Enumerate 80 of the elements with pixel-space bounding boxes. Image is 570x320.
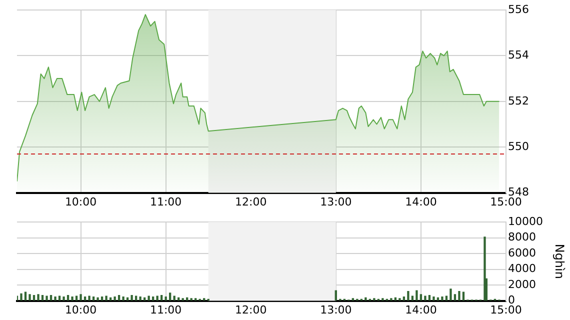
bar	[458, 291, 460, 301]
bar	[402, 296, 406, 301]
bar	[84, 296, 86, 301]
x-tick-label: 14:00	[405, 195, 437, 208]
bar	[373, 298, 376, 301]
x-tick-label: 15:00	[490, 303, 522, 316]
bar	[445, 296, 448, 301]
bar	[164, 296, 167, 301]
bar	[160, 294, 163, 301]
bar	[58, 296, 61, 301]
bar	[28, 294, 31, 301]
bar	[46, 296, 48, 301]
bar	[66, 294, 70, 301]
bar	[105, 296, 108, 301]
bar	[50, 294, 52, 301]
x-tick-label: 12:00	[235, 195, 267, 208]
y-tick-label: 8000	[508, 230, 536, 244]
x-tick-label: 11:00	[150, 195, 182, 208]
bar	[428, 294, 431, 301]
bar	[441, 296, 444, 301]
bar	[100, 296, 104, 301]
bar	[130, 294, 133, 301]
bar	[407, 291, 410, 301]
bar	[80, 294, 82, 301]
bar	[450, 288, 452, 301]
x-tick-label: 13:00	[320, 195, 352, 208]
y-axis-title: Nghìn	[552, 244, 567, 279]
bar	[169, 292, 172, 301]
bar	[32, 294, 36, 301]
y-tick-label: 6000	[508, 246, 536, 260]
y-tick-label: 554	[508, 48, 529, 62]
bar	[432, 296, 435, 301]
bar	[148, 296, 150, 301]
bar	[37, 294, 40, 301]
y-tick-label: 2000	[508, 278, 536, 291]
bar	[122, 296, 124, 301]
bar	[41, 294, 44, 301]
bar	[390, 298, 392, 301]
bar	[194, 298, 197, 301]
bar	[156, 296, 158, 301]
bar	[411, 296, 414, 301]
y-tick-label: 10000	[508, 214, 543, 228]
bar	[96, 297, 99, 301]
bar	[75, 296, 78, 301]
y-tick-label: 556	[508, 2, 529, 16]
y-tick-label: 4000	[508, 262, 536, 276]
bar	[484, 236, 486, 301]
bar	[382, 298, 384, 301]
bar	[71, 296, 74, 301]
bar	[364, 297, 367, 301]
x-tick-label: 13:00	[320, 303, 352, 316]
bar	[134, 296, 138, 301]
bar	[416, 290, 418, 301]
bar	[190, 298, 192, 301]
bar	[173, 296, 176, 301]
bar	[114, 296, 116, 301]
bar	[139, 296, 142, 301]
bar	[420, 294, 422, 301]
bar	[334, 290, 337, 301]
bar	[352, 298, 354, 301]
x-tick-label: 12:00	[235, 303, 267, 316]
bar	[398, 298, 401, 301]
bar	[54, 296, 56, 301]
bar	[182, 298, 184, 301]
y-tick-label: 550	[508, 140, 529, 153]
x-tick-label: 15:00	[490, 195, 522, 208]
bar	[20, 293, 22, 301]
x-tick-label: 11:00	[150, 303, 182, 316]
x-tick-label: 10:00	[64, 303, 97, 316]
bar	[454, 294, 456, 301]
x-tick-label: 14:00	[405, 303, 437, 316]
bar	[62, 296, 65, 301]
bar	[152, 296, 154, 301]
bar	[424, 296, 426, 301]
bar	[118, 294, 120, 301]
y-tick-label: 552	[508, 94, 529, 108]
bar	[88, 296, 90, 301]
x-tick-label: 10:00	[64, 195, 97, 208]
bar	[203, 298, 206, 301]
bar	[92, 296, 95, 301]
